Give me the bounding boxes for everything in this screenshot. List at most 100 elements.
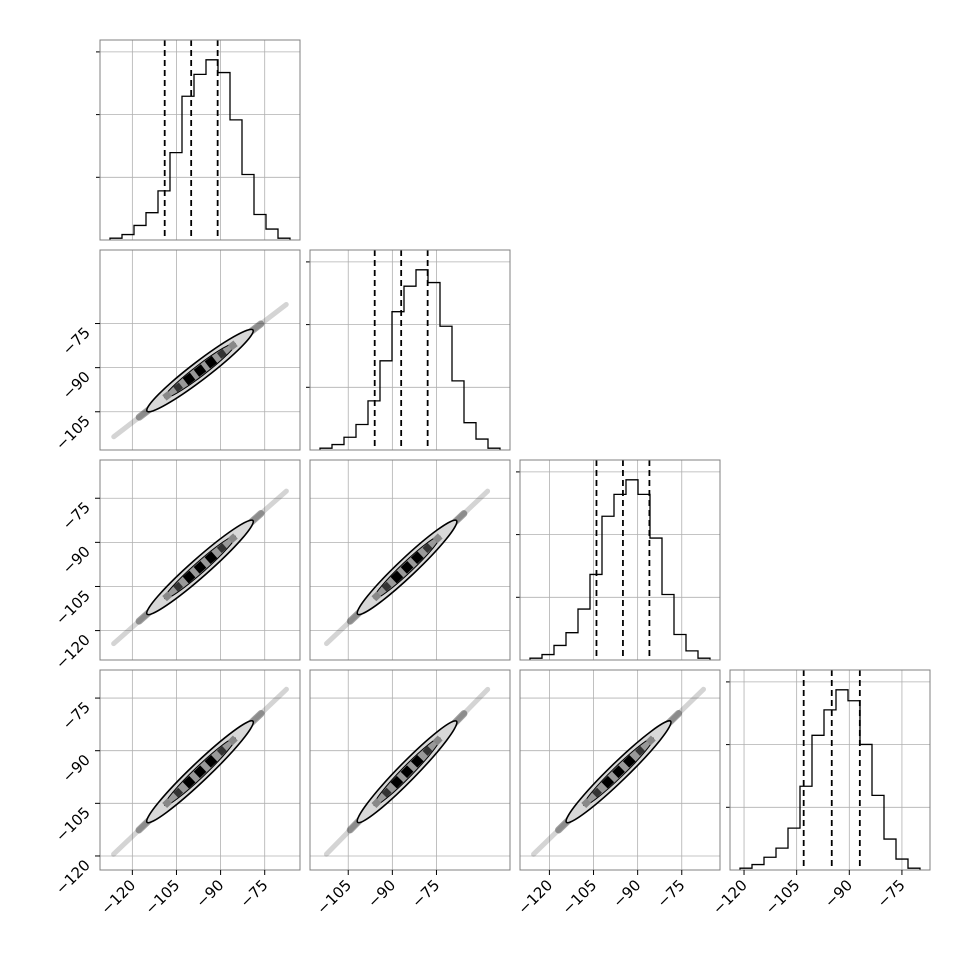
density-cell <box>381 581 392 592</box>
histogram-panel-2 <box>516 459 721 661</box>
density-cell <box>371 591 382 602</box>
scatter-panel-3-2 <box>519 669 721 871</box>
density-cell <box>193 561 207 574</box>
y-tick-label: −90 <box>59 368 94 403</box>
density-cell <box>193 364 207 377</box>
scatter-panel-2-0 <box>99 459 301 661</box>
x-tick-label: −105 <box>558 876 600 918</box>
density-cell <box>381 787 392 798</box>
density-cell <box>162 798 173 809</box>
density-cell <box>410 551 424 565</box>
density-cell <box>162 591 173 602</box>
x-tick-label: −105 <box>313 876 355 918</box>
x-tick-label: −120 <box>709 876 751 918</box>
histogram-step <box>109 59 291 240</box>
density-cell <box>390 570 404 584</box>
scatter-panel-3-0 <box>99 669 301 871</box>
x-tick-label: −75 <box>236 876 271 911</box>
density-cell <box>216 543 227 553</box>
density-cell <box>635 745 645 756</box>
x-tick-label: −90 <box>609 876 644 911</box>
density-cell <box>227 340 238 351</box>
scatter-panel-2-1 <box>309 459 511 661</box>
panel-frame <box>99 669 301 871</box>
density-cell <box>422 543 433 553</box>
density-cell <box>422 745 433 756</box>
density-group <box>323 686 491 857</box>
x-tick-label: −90 <box>192 876 227 911</box>
y-tick-label: −75 <box>59 324 94 359</box>
panel-frame <box>729 669 931 871</box>
density-cell <box>390 775 404 789</box>
y-tick-label: −90 <box>59 542 94 577</box>
scatter-panel-1-0 <box>99 249 301 451</box>
panel-frame <box>519 459 721 661</box>
histogram-step <box>739 689 921 870</box>
density-cell <box>204 754 218 768</box>
histogram-panel-1 <box>306 249 511 451</box>
tick-labels: −120 −105 −90 −75 −105 −90 −75−105−90−75−120 −1… <box>52 323 909 918</box>
density-cell <box>216 745 227 756</box>
histogram-panel-3 <box>726 669 931 871</box>
density-group <box>111 488 289 647</box>
density-cell <box>173 787 184 798</box>
density-cell <box>182 775 196 789</box>
panel-frame <box>309 249 511 451</box>
density-cell <box>400 560 414 574</box>
panel-frame <box>309 669 511 871</box>
density-cell <box>216 348 227 359</box>
y-tick-label: −105 <box>52 412 94 454</box>
density-group <box>111 301 289 440</box>
y-tick-label: −105 <box>52 587 94 629</box>
panel-frame <box>99 459 301 661</box>
x-tick-label: −105 <box>762 876 804 918</box>
density-cell <box>173 382 184 393</box>
density-cell <box>432 735 443 746</box>
panel-frame <box>309 459 511 661</box>
density-cell <box>592 787 602 798</box>
histogram-panel-0 <box>96 39 301 241</box>
histogram-step <box>529 479 711 660</box>
density-group <box>111 686 289 857</box>
density-cell <box>645 735 656 746</box>
density-cell <box>204 355 218 369</box>
y-tick-label: −90 <box>59 751 94 786</box>
scatter-panel-3-1 <box>309 669 511 871</box>
density-cell <box>204 551 218 565</box>
density-cell <box>622 754 636 768</box>
density-cell <box>432 533 443 544</box>
y-tick-label: −75 <box>59 498 94 533</box>
x-tick-label: −120 <box>514 876 556 918</box>
y-tick-label: −75 <box>59 698 94 733</box>
density-cell <box>400 765 414 779</box>
y-tick-label: −120 <box>52 856 94 898</box>
density-cell <box>371 798 382 809</box>
density-cell <box>601 775 615 789</box>
density-cell <box>173 581 184 592</box>
x-tick-label: −105 <box>141 876 183 918</box>
y-tick-label: −105 <box>52 803 94 845</box>
density-cell <box>581 798 592 809</box>
panels: −120 −105 −90 −75 −105 −90 −75−105−90−75−120 −1… <box>52 39 931 918</box>
density-cell <box>227 735 238 746</box>
x-tick-label: −75 <box>874 876 909 911</box>
panel-frame <box>99 249 301 451</box>
panel-frame <box>99 39 301 241</box>
y-tick-label: −120 <box>52 631 94 673</box>
density-cell <box>193 765 207 779</box>
x-tick-label: −90 <box>821 876 856 911</box>
x-tick-label: −75 <box>653 876 688 911</box>
x-tick-label: −90 <box>364 876 399 911</box>
density-cell <box>182 570 196 584</box>
density-cell <box>227 533 238 544</box>
panel-frame <box>519 669 721 871</box>
density-group <box>324 488 491 647</box>
density-cell <box>182 372 196 386</box>
density-cell <box>162 390 173 401</box>
density-group <box>531 686 707 857</box>
x-tick-label: −120 <box>97 876 139 918</box>
density-cell <box>612 765 625 779</box>
histogram-step <box>319 269 501 450</box>
density-cell <box>410 754 424 768</box>
